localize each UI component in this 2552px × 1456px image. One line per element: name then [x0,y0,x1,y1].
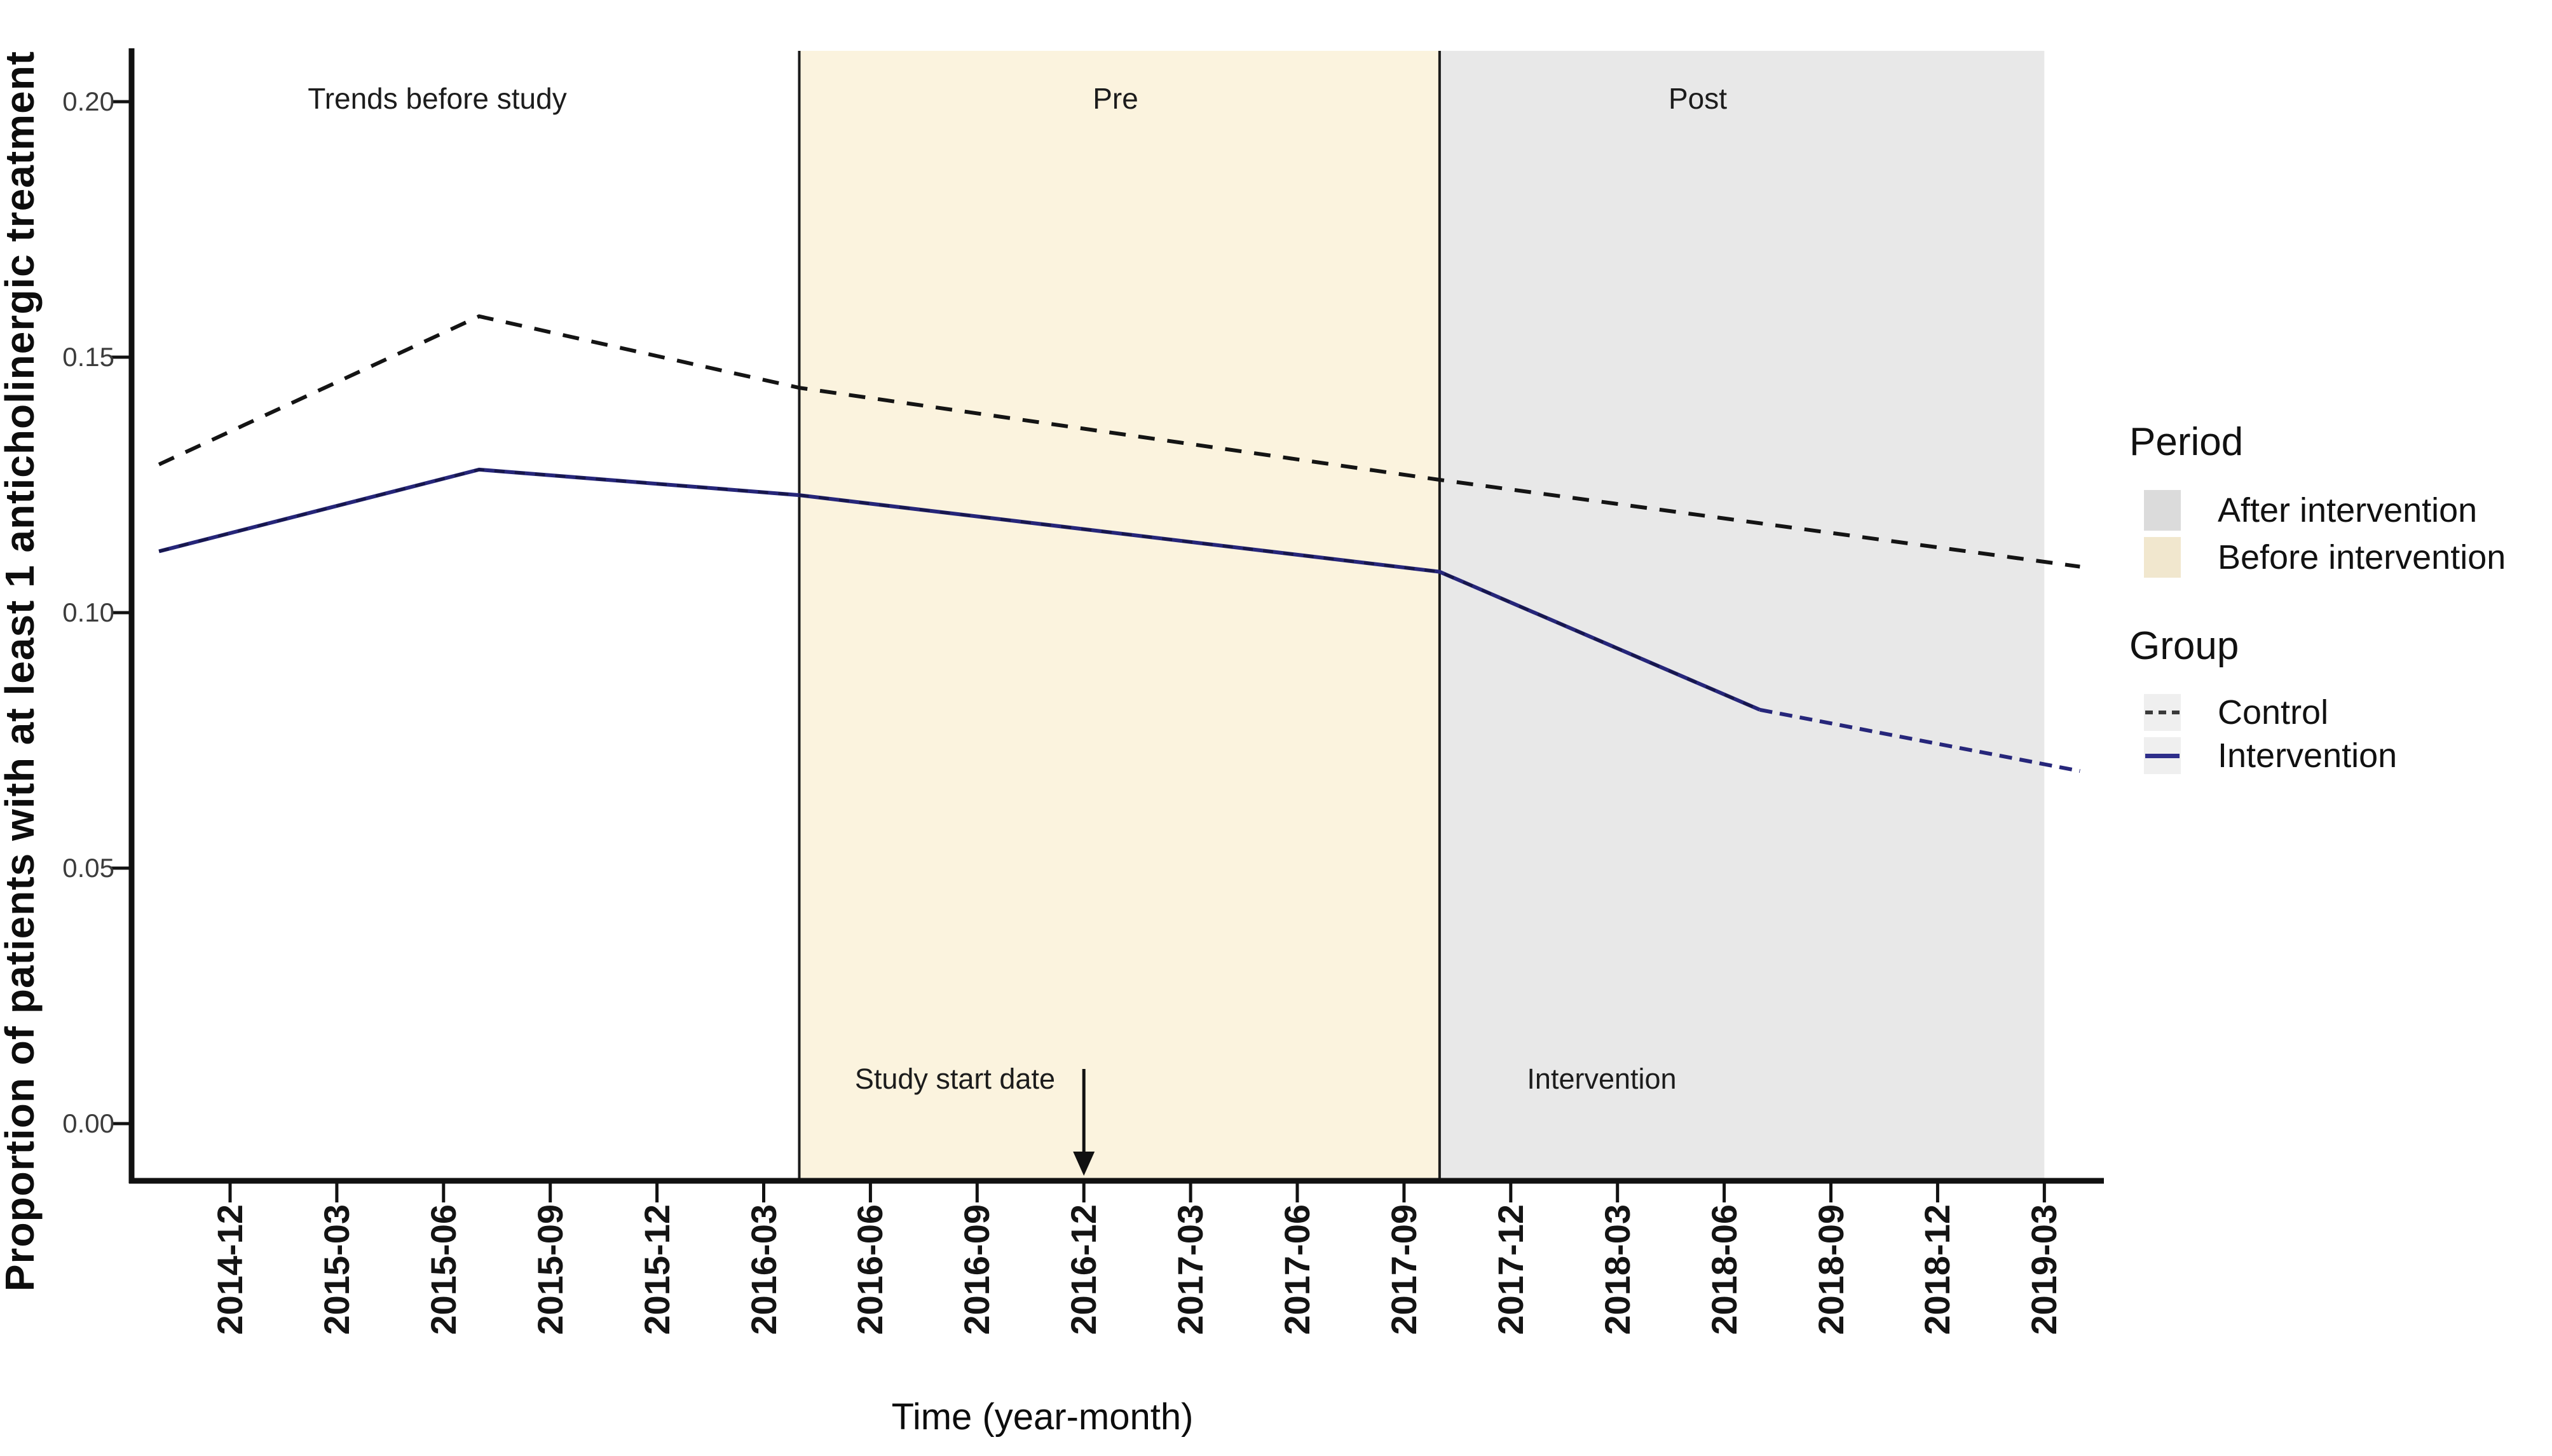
x-tick-label: 2016-12 [1063,1204,1104,1335]
legend-item-before-intervention: Before intervention [2129,537,2549,578]
y-tick-label: 0.20 [62,86,114,116]
x-tick-label: 2017-03 [1170,1204,1211,1335]
before-intervention-swatch [2144,537,2181,578]
legend-item-control: Control [2129,693,2549,732]
control-line-key [2144,694,2181,731]
solid-line-sample [2145,754,2180,758]
legend-period-title: Period [2129,420,2244,464]
dashed-line-sample [2145,711,2180,714]
legend-item-label: Before intervention [2218,538,2506,576]
intervention-line-key [2144,737,2181,774]
region-after-intervention [1439,51,2045,1181]
annotation-intervention-start: Intervention [1527,1063,1677,1095]
annotation-post-period: Post [1668,82,1728,115]
after-intervention-swatch [2144,490,2181,531]
annotation-pre-period: Pre [1093,82,1138,115]
region-before-intervention [799,51,1440,1181]
y-axis-title: Proportion of patients with at least 1 a… [0,50,43,1292]
y-tick-label: 0.05 [62,853,114,883]
series-line-control [158,314,2080,569]
y-tick-label: 0.15 [62,342,114,372]
study-start-arrow-head [1073,1152,1095,1176]
x-tick-label: 2014-12 [210,1204,250,1335]
y-tick-label: 0.00 [62,1108,114,1138]
x-tick-label: 2016-06 [850,1204,890,1335]
y-tick-label: 0.10 [62,597,114,627]
x-tick-label: 2017-12 [1490,1204,1531,1335]
x-tick-label: 2015-03 [316,1204,357,1335]
annotation-study-start-date: Study start date [854,1063,1055,1095]
legend-group-title: Group [2129,624,2239,668]
legend-item-label: Control [2218,693,2329,731]
x-tick-label: 2018-03 [1597,1204,1637,1335]
x-tick-label: 2017-09 [1383,1204,1424,1335]
series-line-intervention [1759,707,2080,773]
series-observed-dash-overlay [158,468,1761,711]
x-axis-title: Time (year-month) [891,1396,1194,1438]
x-tick-label: 2015-06 [423,1204,463,1335]
legend-item-label: After intervention [2218,491,2478,529]
x-tick-label: 2017-06 [1277,1204,1317,1335]
x-tick-label: 2019-03 [2024,1204,2064,1335]
x-tick-label: 2016-03 [743,1204,784,1335]
legend-item-label: Intervention [2218,737,2398,775]
legend-item-after-intervention: After intervention [2129,490,2549,531]
x-tick-label: 2016-09 [957,1204,997,1335]
x-tick-label: 2015-09 [529,1204,570,1335]
x-tick-label: 2018-06 [1703,1204,1744,1335]
x-tick-label: 2015-12 [636,1204,677,1335]
annotation-trends-before-study: Trends before study [308,82,567,115]
x-tick-label: 2018-09 [1810,1204,1851,1335]
x-tick-label: 2018-12 [1917,1204,1958,1335]
legend: Period After intervention Before interve… [2129,419,2549,779]
legend-item-intervention: Intervention [2129,736,2549,775]
